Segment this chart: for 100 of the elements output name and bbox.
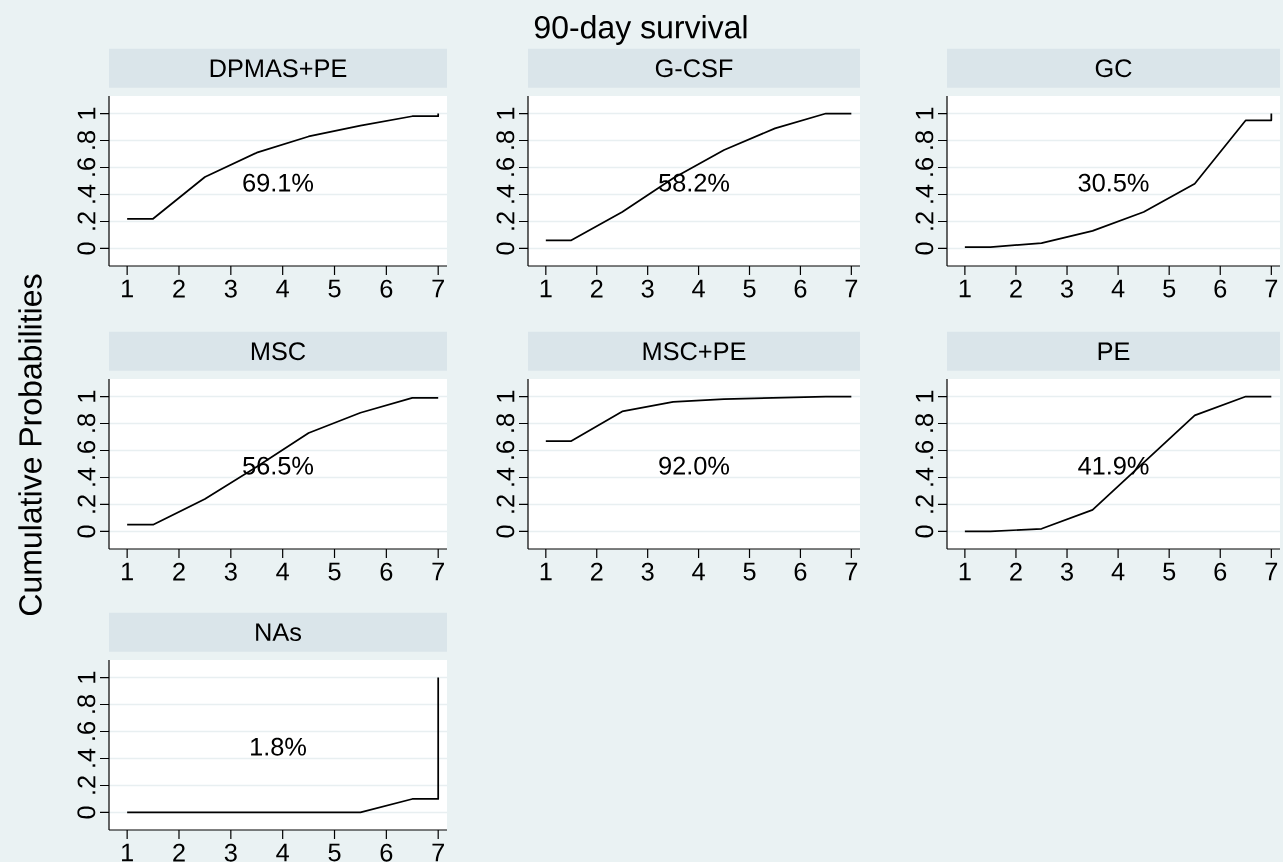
x-tick-label: 5 bbox=[328, 843, 341, 862]
x-tick-label: 3 bbox=[224, 562, 237, 581]
x-tick-label: 2 bbox=[1010, 279, 1022, 298]
x-tick-label: 5 bbox=[328, 562, 341, 581]
x-tick-label: 4 bbox=[276, 279, 289, 298]
x-tick-label: 3 bbox=[1060, 279, 1073, 298]
y-tick-label: .8 bbox=[915, 131, 934, 149]
x-tick-label: 2 bbox=[590, 562, 603, 581]
x-tick-label: 2 bbox=[590, 279, 603, 298]
y-tick-label: 1 bbox=[496, 107, 515, 119]
line-series bbox=[126, 112, 440, 220]
text: Cumulative Probabilities bbox=[18, 274, 42, 615]
y-tick-label: .6 bbox=[77, 158, 96, 176]
x-tick-label: 3 bbox=[224, 279, 237, 298]
y-tick-label: .6 bbox=[496, 441, 515, 459]
y-tick-label: 1 bbox=[77, 390, 96, 402]
y-tick-label: 0 bbox=[77, 242, 96, 255]
y-tick-label: 0 bbox=[496, 525, 515, 538]
y-tick-label: .6 bbox=[77, 441, 96, 459]
x-tick-label: 7 bbox=[432, 279, 444, 298]
x-tick-label: 6 bbox=[380, 843, 393, 862]
y-tick-label: .2 bbox=[77, 776, 96, 794]
y-tick-label: .8 bbox=[77, 131, 96, 149]
y-tick-label: .4 bbox=[496, 184, 515, 203]
x-tick-label: 1 bbox=[959, 562, 971, 581]
x-tick-label: 5 bbox=[1163, 562, 1176, 581]
y-tick-label: .4 bbox=[915, 467, 934, 486]
y-tick-label: .4 bbox=[77, 748, 96, 767]
chart-title: PE bbox=[1098, 342, 1130, 360]
x-tick-label: 7 bbox=[1265, 279, 1278, 298]
x-tick-label: 7 bbox=[1265, 562, 1278, 581]
x-tick-label: 2 bbox=[173, 279, 185, 298]
x-tick-label: 4 bbox=[276, 562, 289, 581]
x-tick-label: 4 bbox=[276, 843, 289, 862]
x-tick-label: 1 bbox=[122, 279, 133, 298]
x-tick-label: 6 bbox=[1214, 279, 1227, 298]
y-tick-label: 1 bbox=[915, 390, 934, 402]
x-tick-label: 3 bbox=[224, 843, 237, 862]
y-tick-label: .8 bbox=[496, 131, 515, 149]
x-tick-label: 1 bbox=[122, 562, 133, 581]
x-tick-label: 4 bbox=[692, 279, 705, 298]
text: 90-day survival bbox=[534, 15, 747, 45]
y-tick-label: 1 bbox=[77, 107, 96, 119]
x-tick-label: 1 bbox=[122, 843, 133, 862]
line-series bbox=[964, 395, 1273, 533]
x-tick-label: 5 bbox=[1163, 279, 1176, 298]
x-tick-label: 6 bbox=[380, 279, 393, 298]
x-tick-label: 5 bbox=[743, 279, 756, 298]
annotation: 69.1% bbox=[243, 173, 314, 192]
x-tick-label: 5 bbox=[328, 279, 341, 298]
x-tick-label: 6 bbox=[380, 562, 393, 581]
chart-title: NAs bbox=[256, 623, 302, 642]
x-tick-label: 7 bbox=[845, 562, 858, 581]
x-tick-label: 4 bbox=[692, 562, 705, 581]
y-tick-label: .4 bbox=[915, 184, 934, 203]
line-series bbox=[964, 112, 1273, 248]
x-tick-label: 6 bbox=[794, 279, 807, 298]
y-tick-label: .6 bbox=[915, 441, 934, 459]
y-tick-label: 0 bbox=[496, 242, 515, 255]
chart-title: MSC+PE bbox=[643, 342, 746, 361]
y-tick-label: .4 bbox=[496, 467, 515, 486]
x-tick-label: 2 bbox=[173, 843, 185, 862]
chart-title: DPMAS+PE bbox=[210, 59, 347, 78]
y-tick-label: 0 bbox=[915, 242, 934, 255]
x-tick-label: 5 bbox=[743, 562, 756, 581]
chart-title: GC bbox=[1095, 59, 1132, 78]
y-tick-label: .6 bbox=[496, 158, 515, 176]
x-tick-label: 2 bbox=[173, 562, 185, 581]
y-tick-label: .8 bbox=[915, 414, 934, 432]
y-tick-label: .6 bbox=[77, 722, 96, 740]
line-series bbox=[126, 396, 440, 526]
y-tick-label: 1 bbox=[915, 107, 934, 119]
y-tick-label: .8 bbox=[496, 414, 515, 432]
x-tick-label: 4 bbox=[1111, 562, 1125, 581]
x-tick-label: 1 bbox=[540, 279, 552, 298]
y-tick-label: .2 bbox=[915, 212, 934, 230]
annotation: 1.8% bbox=[251, 737, 306, 756]
chart-title: G-CSF bbox=[655, 59, 733, 78]
y-tick-label: .4 bbox=[77, 184, 96, 203]
y-tick-label: .2 bbox=[915, 495, 934, 513]
x-tick-label: 7 bbox=[432, 562, 444, 581]
x-tick-label: 7 bbox=[432, 843, 444, 862]
x-tick-label: 6 bbox=[1214, 562, 1227, 581]
x-tick-label: 3 bbox=[641, 279, 654, 298]
y-tick-label: 1 bbox=[77, 671, 96, 683]
y-tick-label: .6 bbox=[915, 158, 934, 176]
x-tick-label: 2 bbox=[1010, 562, 1022, 581]
y-tick-label: 0 bbox=[77, 806, 96, 819]
y-tick-label: 1 bbox=[496, 390, 515, 402]
x-tick-label: 1 bbox=[540, 562, 552, 581]
y-tick-label: .8 bbox=[77, 414, 96, 432]
y-tick-label: .8 bbox=[77, 695, 96, 713]
annotation: 92.0% bbox=[659, 456, 730, 475]
x-tick-label: 7 bbox=[845, 279, 858, 298]
y-tick-label: .2 bbox=[496, 495, 515, 513]
chart-title: MSC bbox=[251, 342, 306, 361]
y-tick-label: .2 bbox=[77, 212, 96, 230]
y-tick-label: 0 bbox=[915, 525, 934, 538]
line-series bbox=[544, 112, 853, 242]
y-tick-label: .2 bbox=[77, 495, 96, 513]
